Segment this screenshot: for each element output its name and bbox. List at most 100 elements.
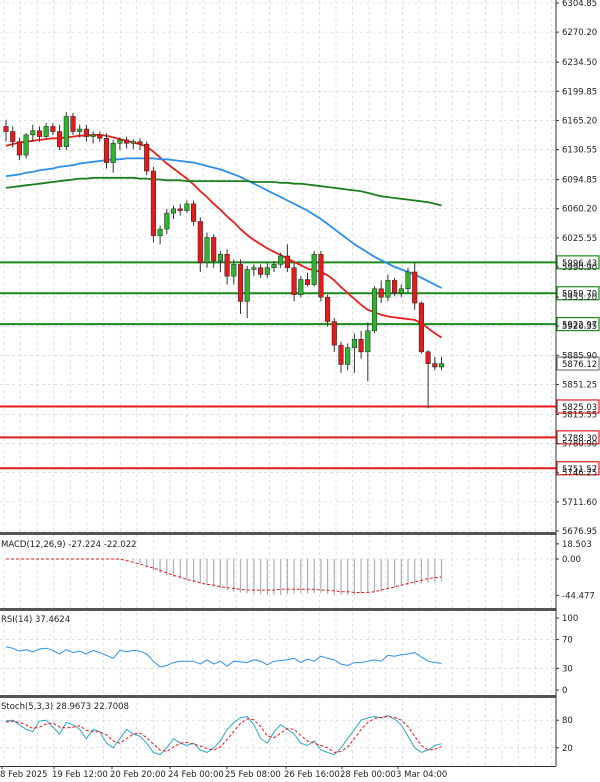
- x-tick-label: 25 Feb 08:00: [225, 770, 281, 780]
- candle-body: [77, 128, 83, 132]
- candle-body: [150, 170, 156, 237]
- y-tick-label: 5851.25: [562, 380, 597, 390]
- y-tick-label: 5955.20: [562, 293, 597, 303]
- candle-body: [130, 141, 136, 144]
- candle-body: [144, 143, 150, 172]
- candle-body: [432, 363, 438, 368]
- candle-body: [157, 228, 163, 237]
- x-tick-label: 8 Feb 2025: [0, 770, 48, 780]
- candle-body: [57, 131, 63, 147]
- rsi-tick-label: 70: [562, 636, 573, 646]
- y-tick-label: 6165.20: [562, 116, 597, 126]
- y-tick-label: 6025.55: [562, 234, 597, 244]
- level-label: 5788.30: [562, 434, 597, 444]
- y-tick-label: 6270.20: [562, 28, 597, 38]
- stochastic-title: Stoch(5,3,3) 28.9673 22.7008: [1, 702, 129, 712]
- candle-body: [170, 208, 177, 214]
- macd-title: MACD(12,26,9) -27.224 -22.022: [1, 540, 137, 550]
- level-label: 5751.57: [562, 465, 597, 475]
- level-label: 5996.43: [562, 259, 597, 269]
- candle-body: [217, 254, 223, 262]
- candle-body: [284, 255, 290, 269]
- level-label-box: [556, 399, 600, 414]
- panel-separator: [0, 608, 556, 611]
- panel-separator: [0, 532, 556, 535]
- stochastic-panel: 80 20: [5, 715, 573, 756]
- y-tick-label: 5746.25: [562, 469, 597, 479]
- candle-body: [197, 221, 203, 263]
- stochastic-k-line: [5, 715, 442, 756]
- y-tick-label: 6199.85: [562, 87, 597, 97]
- y-tick-label: 6060.20: [562, 205, 597, 215]
- macd-tick-label: 0.00: [562, 555, 581, 565]
- candle-body: [211, 237, 217, 262]
- candle-body: [237, 264, 244, 302]
- current-price-label: 5876.12: [562, 360, 597, 370]
- candle-body: [278, 255, 284, 265]
- level-label: 5922.97: [562, 321, 597, 331]
- y-tick-label: 5711.60: [562, 498, 597, 508]
- candle-body: [378, 288, 384, 298]
- x-tick-label: 24 Feb 00:00: [168, 770, 224, 780]
- y-tick-label: 5885.90: [562, 351, 597, 361]
- x-tick-label: 28 Feb 00:00: [340, 770, 396, 780]
- candle-body: [318, 254, 324, 298]
- grid: [0, 0, 556, 766]
- moving-average-line: [5, 176, 442, 207]
- candle-body: [418, 302, 424, 353]
- candle-body: [124, 139, 130, 144]
- candle-body: [311, 254, 317, 285]
- candle-body: [30, 130, 36, 136]
- y-tick-label: 5815.55: [562, 410, 597, 420]
- candle-body: [137, 141, 143, 145]
- rsi-line: [5, 646, 442, 668]
- candle-body: [204, 237, 210, 263]
- candle-body: [50, 126, 56, 132]
- current-price-box: [556, 356, 600, 371]
- candle-body: [385, 280, 391, 298]
- candle-body: [398, 288, 404, 294]
- candle-body: [338, 344, 344, 365]
- panel-separator: [0, 695, 556, 698]
- candle-body: [425, 351, 431, 364]
- candle-body: [298, 279, 304, 295]
- candle-body: [231, 264, 237, 277]
- level-label-box: [556, 461, 600, 476]
- moving-average-line: [5, 133, 442, 339]
- candle-body: [412, 271, 418, 304]
- candle-body: [325, 296, 331, 322]
- candle-body: [244, 269, 250, 302]
- candle-body: [63, 116, 69, 147]
- level-label-box: [556, 430, 600, 445]
- candle-body: [291, 267, 297, 295]
- level-label-box: [556, 286, 600, 301]
- level-label-box: [556, 317, 600, 332]
- candle-body: [177, 208, 183, 211]
- macd-panel: 18.503 0.00 -44.477: [6, 540, 595, 601]
- macd-signal-line: [6, 558, 442, 593]
- moving-average-line: [5, 157, 442, 289]
- rsi-tick-label: 0: [562, 686, 567, 696]
- y-tick-label: 6130.55: [562, 146, 597, 156]
- x-tick-label: 26 Feb 16:00: [284, 770, 340, 780]
- candle-body: [405, 271, 411, 290]
- y-tick-label: 6304.85: [562, 0, 597, 9]
- candle-body: [110, 143, 116, 163]
- candle-body: [23, 134, 29, 156]
- rsi-panel: 100 70 30 0: [5, 614, 578, 696]
- y-tick-label: 6094.85: [562, 176, 597, 186]
- candle-body: [371, 288, 378, 332]
- level-label: 5825.03: [562, 403, 597, 413]
- x-tick-label: 3 Mar 04:00: [396, 770, 447, 780]
- level-label: 5959.70: [562, 290, 597, 300]
- candle-body: [3, 126, 9, 132]
- candle-body: [365, 330, 371, 353]
- macd-tick-label: -44.477: [562, 591, 595, 601]
- candle-body: [164, 212, 170, 230]
- y-tick-label: 5676.95: [562, 527, 597, 537]
- candle-body: [271, 264, 277, 269]
- price-panel: 5996.43 5959.70 5922.97 5825.03 5788.30 5751.…: [0, 112, 600, 476]
- y-tick-label: 5990.90: [562, 263, 597, 273]
- candle-body: [264, 267, 270, 275]
